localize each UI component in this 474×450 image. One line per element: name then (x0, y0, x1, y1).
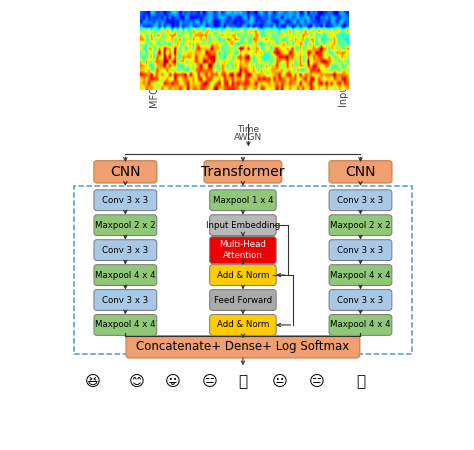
Text: Conv 3 x 3: Conv 3 x 3 (337, 296, 383, 305)
FancyBboxPatch shape (210, 237, 276, 264)
Text: 😊: 😊 (128, 374, 144, 389)
Text: Feed Forward: Feed Forward (214, 296, 272, 305)
Text: 😑: 😑 (202, 374, 218, 389)
Text: Input: Input (338, 80, 348, 106)
Text: Conv 3 x 3: Conv 3 x 3 (102, 296, 148, 305)
Text: Concatenate+ Dense+ Log Softmax: Concatenate+ Dense+ Log Softmax (137, 340, 349, 353)
FancyBboxPatch shape (329, 265, 392, 285)
Text: 😐: 😐 (272, 374, 288, 389)
FancyBboxPatch shape (329, 290, 392, 310)
Text: Conv 3 x 3: Conv 3 x 3 (337, 246, 383, 255)
Text: Conv 3 x 3: Conv 3 x 3 (102, 246, 148, 255)
FancyBboxPatch shape (210, 315, 276, 335)
FancyBboxPatch shape (210, 190, 276, 211)
FancyBboxPatch shape (94, 190, 157, 211)
FancyBboxPatch shape (210, 215, 276, 235)
FancyBboxPatch shape (94, 315, 157, 335)
Text: Input Embedding: Input Embedding (206, 220, 280, 230)
FancyBboxPatch shape (126, 336, 360, 358)
Text: Maxpool 4 x 4: Maxpool 4 x 4 (330, 270, 391, 279)
Text: 😛: 😛 (165, 374, 181, 389)
Text: Conv 3 x 3: Conv 3 x 3 (102, 196, 148, 205)
FancyBboxPatch shape (94, 265, 157, 285)
Text: Maxpool 1 x 4: Maxpool 1 x 4 (213, 196, 273, 205)
FancyBboxPatch shape (210, 290, 276, 310)
FancyBboxPatch shape (329, 161, 392, 183)
Text: CNN: CNN (110, 165, 141, 179)
Text: Multi-Head
Attention: Multi-Head Attention (219, 240, 266, 260)
Text: 😑: 😑 (309, 374, 324, 389)
Text: Maxpool 4 x 4: Maxpool 4 x 4 (330, 320, 391, 329)
FancyBboxPatch shape (329, 215, 392, 235)
FancyBboxPatch shape (329, 190, 392, 211)
Bar (74, 186, 412, 354)
FancyBboxPatch shape (210, 265, 276, 285)
FancyBboxPatch shape (94, 290, 157, 310)
Text: Add & Norm: Add & Norm (217, 320, 269, 329)
Text: AWGN: AWGN (234, 133, 263, 142)
FancyBboxPatch shape (329, 240, 392, 261)
Text: 🤨: 🤨 (356, 374, 365, 389)
Text: MFCC: MFCC (149, 79, 159, 107)
Text: Maxpool 2 x 2: Maxpool 2 x 2 (95, 220, 155, 230)
Text: Conv 3 x 3: Conv 3 x 3 (337, 196, 383, 205)
Text: CNN: CNN (345, 165, 376, 179)
FancyBboxPatch shape (329, 315, 392, 335)
FancyBboxPatch shape (94, 215, 157, 235)
Text: 🤔: 🤔 (238, 374, 247, 389)
FancyBboxPatch shape (94, 161, 157, 183)
Text: Transformer: Transformer (201, 165, 285, 179)
Text: Maxpool 4 x 4: Maxpool 4 x 4 (95, 270, 155, 279)
Text: Time: Time (237, 125, 259, 134)
Text: Maxpool 2 x 2: Maxpool 2 x 2 (330, 220, 391, 230)
FancyBboxPatch shape (94, 240, 157, 261)
Text: Maxpool 4 x 4: Maxpool 4 x 4 (95, 320, 155, 329)
FancyBboxPatch shape (204, 161, 282, 183)
Text: Add & Norm: Add & Norm (217, 270, 269, 279)
Text: 😆: 😆 (84, 374, 100, 389)
